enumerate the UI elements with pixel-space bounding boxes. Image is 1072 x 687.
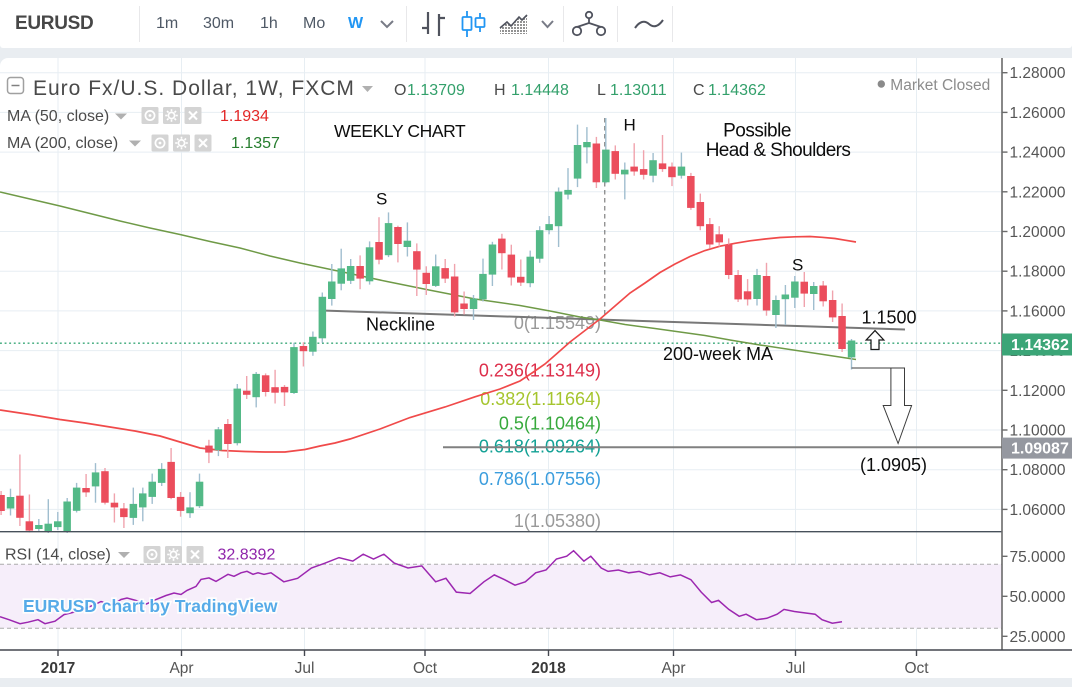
svg-text:Possible: Possible <box>723 121 791 142</box>
svg-text:75.0000: 75.0000 <box>1010 549 1066 566</box>
svg-text:0.382(1.11664): 0.382(1.11664) <box>480 389 601 409</box>
svg-text:32.8392: 32.8392 <box>218 547 276 564</box>
svg-text:S: S <box>376 190 387 209</box>
svg-text:1.14362: 1.14362 <box>708 82 766 99</box>
svg-text:1.20000: 1.20000 <box>1010 224 1066 241</box>
svg-text:WEEKLY CHART: WEEKLY CHART <box>334 121 466 141</box>
svg-text:25.0000: 25.0000 <box>1010 629 1066 646</box>
svg-text:50.0000: 50.0000 <box>1010 589 1066 606</box>
svg-text:MA (50, close): MA (50, close) <box>7 108 109 125</box>
svg-text:1.1500: 1.1500 <box>862 308 917 328</box>
svg-text:1.08000: 1.08000 <box>1010 462 1066 479</box>
svg-text:1.14362: 1.14362 <box>1011 337 1069 354</box>
svg-text:S: S <box>792 256 803 275</box>
svg-text:1(1.05380): 1(1.05380) <box>514 511 601 531</box>
svg-text:200-week MA: 200-week MA <box>663 344 773 364</box>
svg-text:1.13011: 1.13011 <box>610 82 667 99</box>
svg-text:O: O <box>394 82 406 99</box>
svg-text:L: L <box>597 82 606 99</box>
svg-text:Jul: Jul <box>786 660 806 677</box>
svg-text:Neckline: Neckline <box>366 315 435 335</box>
svg-text:1.1357: 1.1357 <box>231 135 280 152</box>
svg-text:1.06000: 1.06000 <box>1010 502 1066 519</box>
svg-text:0.786(1.07556): 0.786(1.07556) <box>479 469 601 489</box>
svg-text:1.14448: 1.14448 <box>511 82 569 99</box>
svg-text:RSI (14, close): RSI (14, close) <box>5 547 111 564</box>
svg-text:0.236(1.13149): 0.236(1.13149) <box>479 361 601 381</box>
svg-text:2017: 2017 <box>41 660 75 677</box>
svg-text:(1.0905): (1.0905) <box>860 455 927 475</box>
svg-text:0.5(1.10464): 0.5(1.10464) <box>499 413 601 433</box>
svg-text:1.28000: 1.28000 <box>1010 65 1066 82</box>
svg-text:C: C <box>693 82 705 99</box>
svg-text:Head & Shoulders: Head & Shoulders <box>706 140 851 161</box>
svg-text:Euro Fx/U.S. Dollar, 1W, FXCM: Euro Fx/U.S. Dollar, 1W, FXCM <box>33 77 355 100</box>
svg-text:1.1934: 1.1934 <box>220 108 269 125</box>
svg-text:H: H <box>494 82 506 99</box>
svg-text:Jul: Jul <box>295 660 315 677</box>
svg-text:1.16000: 1.16000 <box>1010 303 1066 320</box>
svg-text:MA (200, close): MA (200, close) <box>7 135 118 152</box>
svg-text:1.13709: 1.13709 <box>407 82 465 99</box>
svg-text:1.24000: 1.24000 <box>1010 145 1066 162</box>
svg-text:1.09087: 1.09087 <box>1011 441 1069 458</box>
svg-text:1.18000: 1.18000 <box>1010 264 1066 281</box>
svg-text:1.12000: 1.12000 <box>1010 383 1066 400</box>
svg-text:H: H <box>624 116 636 135</box>
svg-text:1.22000: 1.22000 <box>1010 184 1066 201</box>
svg-text:Oct: Oct <box>413 660 438 677</box>
svg-text:1.26000: 1.26000 <box>1010 105 1066 122</box>
svg-text:1.10000: 1.10000 <box>1010 423 1066 440</box>
svg-text:EURUSD chart by TradingView: EURUSD chart by TradingView <box>23 596 278 616</box>
svg-text:Apr: Apr <box>661 660 685 677</box>
svg-text:2018: 2018 <box>531 660 566 677</box>
svg-text:0(1.15549): 0(1.15549) <box>514 313 601 333</box>
svg-text:Oct: Oct <box>904 660 929 677</box>
svg-text:Market Closed: Market Closed <box>890 77 990 94</box>
svg-text:Apr: Apr <box>169 660 193 677</box>
